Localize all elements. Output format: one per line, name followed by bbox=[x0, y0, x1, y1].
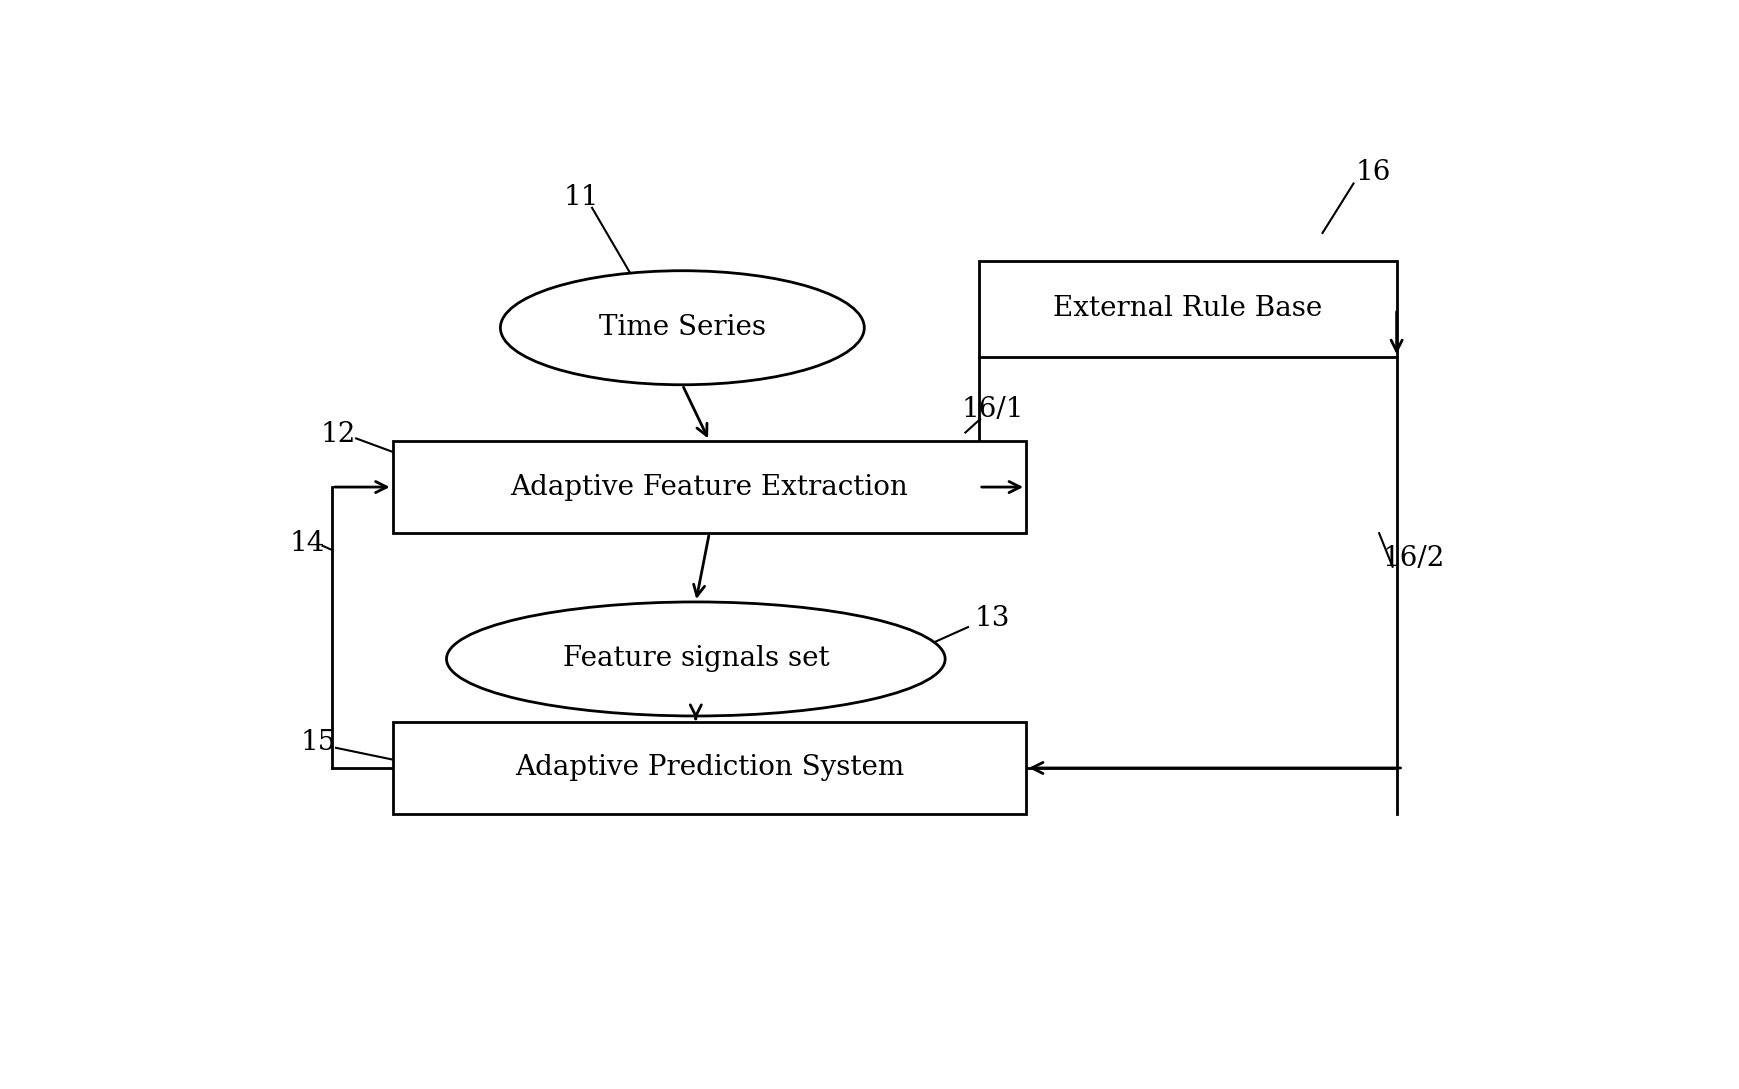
FancyBboxPatch shape bbox=[393, 441, 1026, 534]
Text: Time Series: Time Series bbox=[598, 315, 765, 341]
Text: 12: 12 bbox=[322, 420, 356, 448]
Text: Adaptive Prediction System: Adaptive Prediction System bbox=[515, 755, 904, 782]
Text: 16/1: 16/1 bbox=[962, 395, 1024, 423]
Ellipse shape bbox=[447, 602, 946, 715]
Text: Feature signals set: Feature signals set bbox=[562, 646, 830, 672]
FancyBboxPatch shape bbox=[979, 260, 1396, 357]
Text: 15: 15 bbox=[301, 730, 336, 756]
Text: Adaptive Feature Extraction: Adaptive Feature Extraction bbox=[511, 474, 908, 501]
Text: 13: 13 bbox=[974, 605, 1010, 633]
Text: 16/2: 16/2 bbox=[1383, 544, 1445, 572]
Text: 11: 11 bbox=[563, 184, 598, 211]
Text: 14: 14 bbox=[290, 529, 325, 556]
Ellipse shape bbox=[501, 271, 864, 384]
FancyBboxPatch shape bbox=[393, 722, 1026, 815]
Text: External Rule Base: External Rule Base bbox=[1054, 295, 1322, 322]
Text: 16: 16 bbox=[1356, 159, 1391, 186]
